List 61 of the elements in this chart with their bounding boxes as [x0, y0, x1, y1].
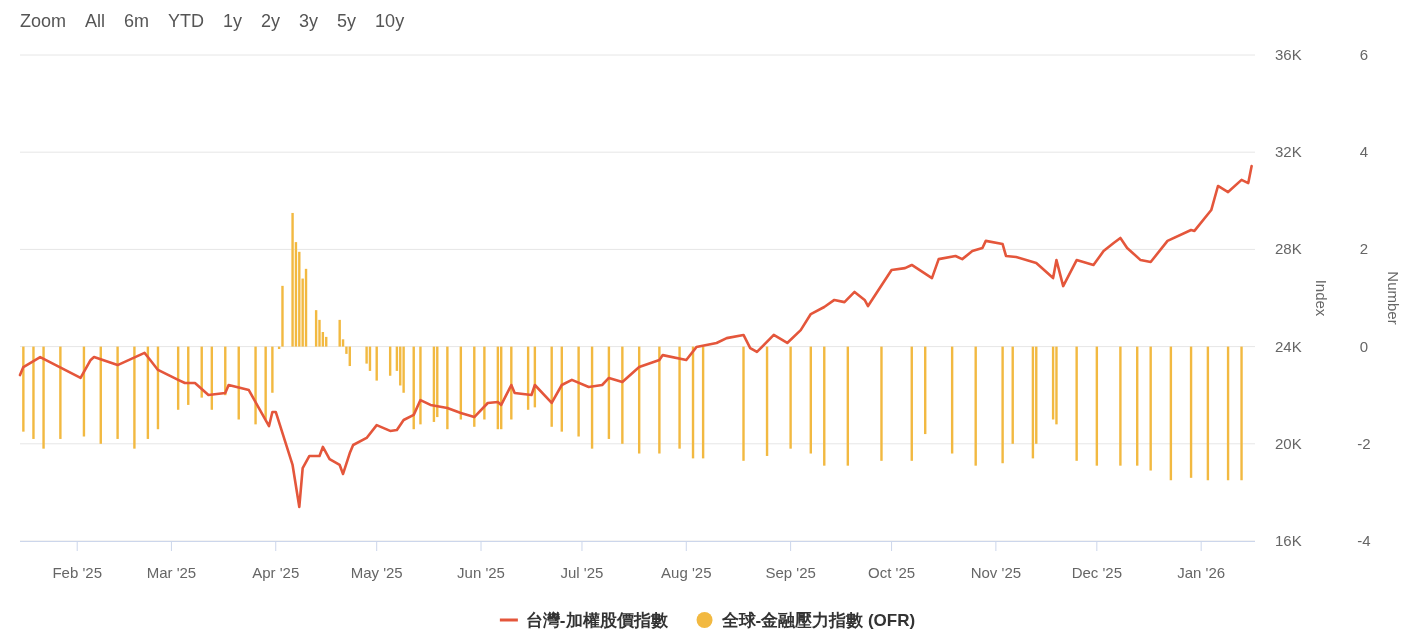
bar: [550, 346, 553, 427]
x-tick-label: Aug '25: [661, 564, 712, 581]
bar: [483, 346, 486, 420]
bar: [281, 285, 284, 347]
x-tick-label: Dec '25: [1071, 564, 1123, 581]
y2-tick-label: -4: [1357, 532, 1371, 549]
bar: [1149, 346, 1152, 471]
y-tick-label: 20K: [1275, 434, 1302, 452]
bar: [446, 346, 449, 430]
bar: [254, 346, 257, 425]
y2-tick-label: 0: [1359, 337, 1369, 355]
x-tick-label: May '25: [350, 564, 403, 581]
bar: [419, 346, 422, 425]
bar: [402, 346, 405, 393]
bar: [264, 346, 267, 420]
y2-tick-label: 4: [1359, 143, 1369, 161]
bar: [271, 346, 274, 393]
y2-tick-label: 6: [1359, 46, 1369, 63]
bar: [621, 346, 624, 444]
bar: [1055, 346, 1058, 425]
bar: [742, 346, 745, 461]
legend-label: 全球-金融壓力指數 (OFR): [720, 611, 916, 630]
y-tick-label: 16K: [1275, 532, 1302, 549]
bar: [22, 346, 25, 432]
x-tick-label: Oct '25: [868, 564, 916, 581]
bar: [1075, 346, 1078, 461]
bar: [116, 346, 119, 439]
x-tick-label: Jun '25: [457, 564, 505, 581]
bar: [658, 346, 661, 454]
bar: [42, 346, 45, 449]
bar: [678, 346, 681, 449]
bar: [1001, 346, 1004, 464]
legend-label: 台灣-加權股價指數: [525, 611, 669, 630]
x-tick-label: Jul '25: [560, 564, 604, 581]
y2-tick-label: -2: [1357, 434, 1371, 452]
x-tick-label: Jan '26: [1177, 564, 1226, 581]
x-tick-label: Feb '25: [52, 564, 102, 581]
bar: [880, 346, 883, 461]
y2-tick-label: 2: [1359, 240, 1369, 258]
bar: [32, 346, 35, 439]
x-tick-label: Apr '25: [252, 564, 300, 581]
y-tick-label: 24K: [1275, 337, 1302, 355]
bar: [577, 346, 580, 437]
bar: [789, 346, 792, 449]
y-tick-label: 28K: [1275, 240, 1302, 258]
bar: [510, 346, 513, 420]
x-tick-label: Nov '25: [970, 564, 1022, 581]
bar: [59, 346, 62, 439]
bar: [1119, 346, 1122, 466]
y-tick-label: 36K: [1275, 46, 1302, 63]
x-tick-label: Mar '25: [146, 564, 197, 581]
y-tick-label: 32K: [1275, 143, 1302, 161]
bar: [133, 346, 136, 449]
bar: [1240, 346, 1243, 481]
bar: [974, 346, 977, 466]
x-tick-label: Sep '25: [765, 564, 816, 581]
bar: [291, 212, 294, 347]
annotations: Zoom All 6m YTD 1y 2y 3y 5y 10y: [20, 11, 405, 31]
y-axis-title: Index: [1313, 279, 1330, 317]
bar: [338, 319, 341, 347]
y2-axis-title: Number: [1385, 271, 1402, 325]
